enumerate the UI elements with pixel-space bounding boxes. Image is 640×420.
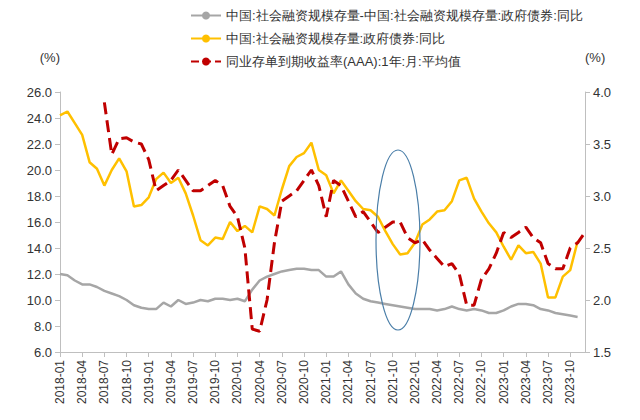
svg-text:同业存单到期收益率(AAA):1年:月:平均值: 同业存单到期收益率(AAA):1年:月:平均值 <box>226 54 461 69</box>
svg-text:2019-07: 2019-07 <box>186 360 200 404</box>
svg-text:2018-10: 2018-10 <box>120 360 134 404</box>
svg-text:2.0: 2.0 <box>593 293 611 308</box>
svg-text:2022-10: 2022-10 <box>474 360 488 404</box>
svg-text:18.0: 18.0 <box>27 189 52 204</box>
svg-text:2020-07: 2020-07 <box>275 360 289 404</box>
svg-text:16.0: 16.0 <box>27 215 52 230</box>
svg-text:2020-10: 2020-10 <box>297 360 311 404</box>
svg-text:中国:社会融资规模存量-中国:社会融资规模存量:政府债券:同: 中国:社会融资规模存量-中国:社会融资规模存量:政府债券:同比 <box>226 8 583 23</box>
svg-text:26.0: 26.0 <box>27 85 52 100</box>
svg-text:2022-04: 2022-04 <box>430 360 444 404</box>
svg-text:1.5: 1.5 <box>593 345 611 360</box>
svg-text:2019-01: 2019-01 <box>142 360 156 404</box>
svg-text:20.0: 20.0 <box>27 163 52 178</box>
svg-text:2023-10: 2023-10 <box>563 360 577 404</box>
svg-text:2023-07: 2023-07 <box>541 360 555 404</box>
svg-text:22.0: 22.0 <box>27 137 52 152</box>
svg-text:2021-01: 2021-01 <box>319 360 333 404</box>
svg-text:8.0: 8.0 <box>34 319 52 334</box>
svg-text:10.0: 10.0 <box>27 293 52 308</box>
svg-text:(%): (%) <box>585 50 605 65</box>
svg-text:12.0: 12.0 <box>27 267 52 282</box>
svg-text:2021-10: 2021-10 <box>386 360 400 404</box>
svg-text:3.5: 3.5 <box>593 137 611 152</box>
svg-text:6.0: 6.0 <box>34 345 52 360</box>
svg-text:2023-04: 2023-04 <box>519 360 533 404</box>
svg-text:2018-01: 2018-01 <box>53 360 67 404</box>
svg-text:中国:社会融资规模存量:政府债券:同比: 中国:社会融资规模存量:政府债券:同比 <box>226 31 445 46</box>
svg-text:2019-10: 2019-10 <box>208 360 222 404</box>
svg-text:2022-07: 2022-07 <box>452 360 466 404</box>
svg-text:2018-07: 2018-07 <box>97 360 111 404</box>
svg-text:14.0: 14.0 <box>27 241 52 256</box>
svg-text:2020-04: 2020-04 <box>253 360 267 404</box>
svg-text:(%): (%) <box>40 50 60 65</box>
svg-text:2021-07: 2021-07 <box>364 360 378 404</box>
svg-text:2019-04: 2019-04 <box>164 360 178 404</box>
svg-text:2020-01: 2020-01 <box>230 360 244 404</box>
svg-text:24.0: 24.0 <box>27 111 52 126</box>
svg-text:2023-01: 2023-01 <box>497 360 511 404</box>
svg-text:2021-04: 2021-04 <box>341 360 355 404</box>
svg-text:3.0: 3.0 <box>593 189 611 204</box>
svg-text:2018-04: 2018-04 <box>75 360 89 404</box>
svg-text:2.5: 2.5 <box>593 241 611 256</box>
svg-text:2022-01: 2022-01 <box>408 360 422 404</box>
svg-text:4.0: 4.0 <box>593 85 611 100</box>
